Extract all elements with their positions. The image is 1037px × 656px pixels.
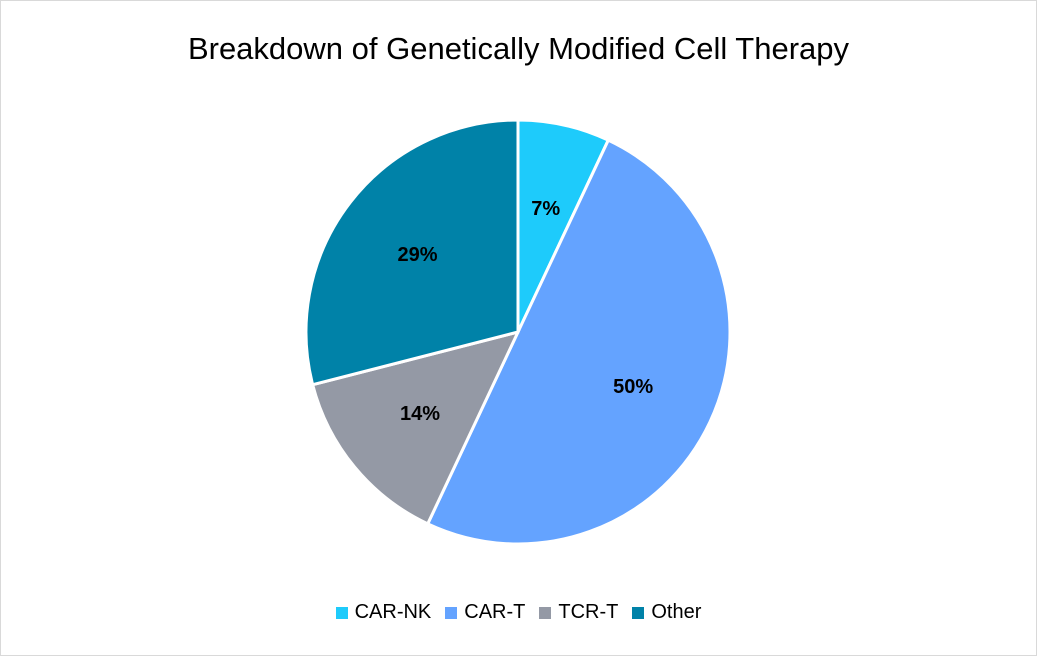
legend-swatch (335, 606, 348, 619)
legend: CAR-NK CAR-T TCR-T Other (1, 601, 1036, 624)
legend-item-car-t: CAR-T (445, 601, 525, 624)
data-label-other: 29% (397, 244, 437, 266)
legend-swatch (539, 606, 552, 619)
legend-swatch (632, 606, 645, 619)
pie-slice-other (304, 118, 520, 387)
legend-label: TCR-T (558, 601, 619, 623)
pie-slice-tcr-t (310, 329, 521, 526)
legend-label: CAR-NK (354, 601, 432, 623)
legend-swatch (445, 606, 458, 619)
legend-item-other: Other (632, 601, 701, 624)
pie-slice-car-t (425, 138, 732, 546)
chart-title: Breakdown of Genetically Modified Cell T… (187, 31, 850, 66)
legend-label: CAR-T (464, 601, 526, 623)
data-label-car-nk: 7% (531, 198, 560, 220)
legend-item-tcr-t: TCR-T (539, 601, 618, 624)
legend-item-car-nk: CAR-NK (335, 601, 432, 624)
data-label-car-t: 50% (613, 376, 653, 398)
data-label-tcr-t: 14% (400, 403, 440, 425)
legend-label: Other (651, 601, 702, 623)
